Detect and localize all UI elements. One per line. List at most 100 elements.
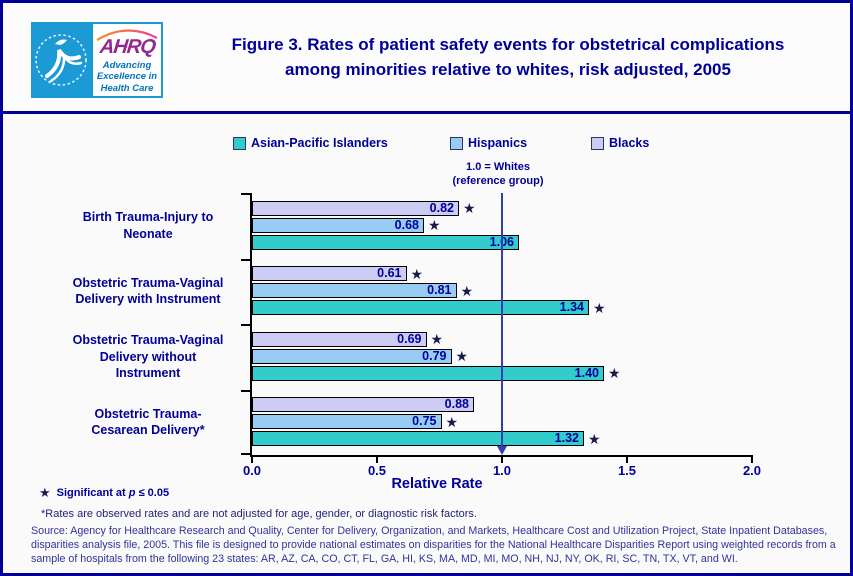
bar-row: 1.34 ★ [252,300,752,316]
ahrq-logo: AHRQ Advancing Excellence in Health Care [93,24,161,96]
x-axis-tick-label: 0.5 [367,463,387,478]
figure-title-line1: Figure 3. Rates of patient safety events… [231,35,785,54]
y-axis-tick [241,258,250,261]
significance-star-icon: ★ [588,430,601,447]
bar-value-label: 0.69 [397,331,422,346]
x-axis-tick [376,455,378,463]
legend-label: Asian-Pacific Islanders [251,136,388,150]
y-axis-tick [241,453,250,455]
bar-asian-pacific-islanders: 1.06 [252,234,519,250]
bar-row: 0.61 ★ [252,266,752,282]
legend-item-hispanics: Hispanics [450,136,527,150]
ahrq-tagline: Advancing Excellence in Health Care [96,60,158,94]
y-axis-tick [241,389,250,392]
plot-area: Relative Rate 0.82★0.68★1.060.61★0.81★1.… [241,193,761,492]
x-axis-tick [251,455,253,463]
reference-note: 1.0 = Whites (reference group) [430,160,566,189]
bar-value-label: 0.79 [422,348,447,363]
x-axis-title: Relative Rate [391,476,483,492]
header-divider [3,111,850,114]
bar-row: 0.68 ★ [252,217,752,233]
bar-row: 0.69 ★ [252,331,752,347]
bar-row: 1.40 ★ [252,365,752,381]
bar-value-label: 1.40 [574,365,599,380]
category-label: Obstetric Trauma- Cesarean Delivery* [91,406,205,438]
bar-value-label: 0.68 [394,217,419,232]
y-axis-tick [241,193,250,195]
bar-value-label: 0.81 [427,283,452,298]
significance-star-icon: ★ [430,331,444,347]
bar-row: 0.81 ★ [252,283,752,299]
bar-hispanics: 0.81 [252,283,457,298]
hhs-eagle-icon [35,34,87,86]
significance-footnote: ★ Significant at p ≤ 0.05 [39,486,169,499]
bar-value-label: 1.06 [490,236,518,249]
significance-text: Significant at p ≤ 0.05 [56,486,170,499]
x-axis-tick-label: 2.0 [742,463,762,478]
legend-label: Blacks [609,136,650,150]
hhs-seal [33,24,93,96]
x-axis-tick-label: 1.5 [617,463,637,478]
reference-note-line2: (reference group) [452,175,544,188]
observed-rates-footnote: *Rates are observed rates and are not ad… [41,508,477,520]
bar-asian-pacific-islanders: 1.32 [252,431,584,446]
bar-value-label: 1.32 [554,431,579,446]
reference-note-line1: 1.0 = Whites [466,161,530,173]
bar-value-label: 0.61 [377,266,402,281]
category-labels: Birth Trauma-Injury to Neonate Obstetric … [55,193,241,455]
bar-blacks: 0.61 [252,266,407,281]
bar-blacks: 0.82 [252,200,459,216]
bar-value-label: 1.34 [559,300,584,315]
bar-row: 0.82 ★ [252,200,752,216]
significance-star-icon: ★ [410,265,424,282]
x-axis-tick-label: 0.0 [242,463,262,478]
chart-legend: Asian-Pacific Islanders Hispanics Blacks [3,136,850,152]
bar-row: 0.75 ★ [252,414,752,430]
legend-swatch-icon [450,136,463,150]
legend-swatch-icon [591,136,604,150]
bar-group: 0.69 ★ 0.79 ★ 1.40 ★ [252,324,752,390]
reference-line [501,193,503,447]
figure-title-line2: among minorities relative to whites, ris… [285,59,731,79]
significance-star-icon: ★ [455,348,469,364]
significance-star-icon: ★ [428,217,441,233]
legend-item-blacks: Blacks [591,136,649,150]
legend-label: Hispanics [468,136,528,150]
x-axis-tick [751,455,753,463]
bar-hispanics: 0.75 [252,414,442,429]
bar-group: 0.61 ★ 0.81 ★ 1.34 ★ [252,259,752,325]
bar-asian-pacific-islanders: 1.34 [252,300,589,315]
bar-value-label: 0.82 [429,200,454,215]
bar-blacks: 0.88 [252,397,474,412]
bar-row: 0.88 [252,397,752,413]
bar-blacks: 0.69 [252,331,427,347]
bar-asian-pacific-islanders: 1.40 [252,365,604,381]
ahrq-arc-icon [96,29,158,42]
header: AHRQ Advancing Excellence in Health Care… [3,3,850,111]
bar-value-label: 0.88 [444,397,469,412]
bar-value-label: 0.75 [412,414,437,429]
significance-star-icon: ★ [593,299,606,316]
bar-hispanics: 0.79 [252,348,452,364]
category-label: Obstetric Trauma-Vaginal Delivery withou… [72,333,224,380]
ahrq-wordmark: AHRQ [98,36,156,59]
category-label: Obstetric Trauma-Vaginal Delivery with I… [72,275,224,307]
source-footnote: Source: Agency for Healthcare Research a… [31,525,836,566]
significance-star-icon: ★ [39,485,51,500]
category-label: Birth Trauma-Injury to Neonate [82,210,214,241]
significance-star-icon: ★ [463,200,476,216]
legend-item-asian-pacific-islanders: Asian-Pacific Islanders [233,136,388,150]
significance-star-icon: ★ [460,282,474,299]
x-axis-tick-label: 1.0 [492,463,512,478]
bar-row: 0.79 ★ [252,348,752,364]
figure-title: Figure 3. Rates of patient safety events… [178,33,838,82]
significance-star-icon: ★ [445,413,459,430]
bar-hispanics: 0.68 [252,217,424,233]
reference-line-arrow-icon [497,446,507,455]
legend-swatch-icon [233,136,246,150]
hhs-ahrq-logo: AHRQ Advancing Excellence in Health Care [31,22,163,98]
x-axis-tick [501,455,503,463]
significance-star-icon: ★ [608,365,621,381]
y-axis-tick [241,324,250,326]
